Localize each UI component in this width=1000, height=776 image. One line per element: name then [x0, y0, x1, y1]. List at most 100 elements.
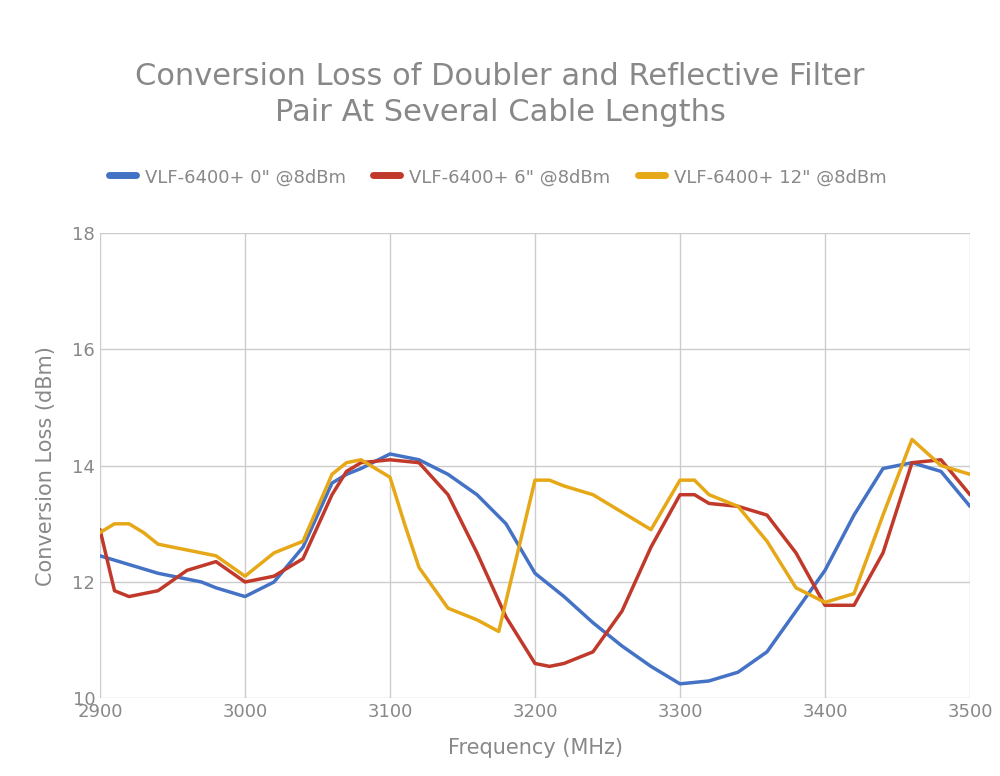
Y-axis label: Conversion Loss (dBm): Conversion Loss (dBm) [36, 345, 56, 586]
VLF-6400+ 12" @8dBm [587, 490, 599, 500]
VLF-6400+ 6" @8dBm [355, 458, 367, 467]
VLF-6400+ 12" @8dBm [877, 511, 889, 520]
VLF-6400+ 6" @8dBm [340, 466, 353, 476]
VLF-6400+ 12" @8dBm [616, 508, 628, 517]
VLF-6400+ 6" @8dBm [471, 548, 483, 557]
VLF-6400+ 6" @8dBm [703, 499, 715, 508]
VLF-6400+ 6" @8dBm [558, 659, 570, 668]
VLF-6400+ 12" @8dBm [732, 501, 744, 511]
VLF-6400+ 12" @8dBm [471, 615, 483, 625]
VLF-6400+ 0" @8dBm [123, 560, 135, 570]
VLF-6400+ 6" @8dBm [123, 592, 135, 601]
VLF-6400+ 12" @8dBm [340, 458, 353, 467]
VLF-6400+ 6" @8dBm [877, 548, 889, 557]
VLF-6400+ 12" @8dBm [442, 604, 454, 613]
VLF-6400+ 12" @8dBm [964, 469, 976, 479]
VLF-6400+ 12" @8dBm [181, 546, 193, 555]
VLF-6400+ 6" @8dBm [848, 601, 860, 610]
VLF-6400+ 0" @8dBm [964, 501, 976, 511]
VLF-6400+ 0" @8dBm [181, 574, 193, 584]
VLF-6400+ 0" @8dBm [297, 542, 309, 552]
VLF-6400+ 0" @8dBm [196, 577, 208, 587]
VLF-6400+ 6" @8dBm [529, 659, 541, 668]
VLF-6400+ 12" @8dBm [355, 456, 367, 465]
VLF-6400+ 12" @8dBm [906, 435, 918, 444]
VLF-6400+ 6" @8dBm [616, 607, 628, 616]
VLF-6400+ 12" @8dBm [384, 473, 396, 482]
VLF-6400+ 0" @8dBm [355, 464, 367, 473]
VLF-6400+ 0" @8dBm [616, 641, 628, 650]
VLF-6400+ 12" @8dBm [152, 539, 164, 549]
VLF-6400+ 12" @8dBm [108, 519, 121, 528]
VLF-6400+ 6" @8dBm [906, 458, 918, 467]
Line: VLF-6400+ 12" @8dBm: VLF-6400+ 12" @8dBm [100, 439, 970, 632]
VLF-6400+ 0" @8dBm [326, 478, 338, 488]
VLF-6400+ 12" @8dBm [529, 476, 541, 485]
VLF-6400+ 12" @8dBm [210, 551, 222, 560]
VLF-6400+ 6" @8dBm [544, 662, 556, 671]
VLF-6400+ 6" @8dBm [935, 456, 947, 465]
VLF-6400+ 6" @8dBm [688, 490, 700, 500]
VLF-6400+ 0" @8dBm [790, 607, 802, 616]
VLF-6400+ 12" @8dBm [544, 476, 556, 485]
VLF-6400+ 6" @8dBm [761, 511, 773, 520]
VLF-6400+ 12" @8dBm [94, 528, 106, 537]
VLF-6400+ 6" @8dBm [297, 554, 309, 563]
VLF-6400+ 6" @8dBm [413, 458, 425, 467]
VLF-6400+ 12" @8dBm [688, 476, 700, 485]
VLF-6400+ 6" @8dBm [964, 490, 976, 500]
VLF-6400+ 6" @8dBm [732, 501, 744, 511]
Text: Conversion Loss of Doubler and Reflective Filter
Pair At Several Cable Lengths: Conversion Loss of Doubler and Reflectiv… [135, 62, 865, 127]
X-axis label: Frequency (MHz): Frequency (MHz) [448, 738, 622, 758]
VLF-6400+ 6" @8dBm [384, 456, 396, 465]
VLF-6400+ 0" @8dBm [761, 647, 773, 656]
VLF-6400+ 6" @8dBm [210, 557, 222, 566]
VLF-6400+ 0" @8dBm [558, 592, 570, 601]
VLF-6400+ 0" @8dBm [732, 667, 744, 677]
VLF-6400+ 12" @8dBm [297, 537, 309, 546]
VLF-6400+ 6" @8dBm [152, 586, 164, 595]
VLF-6400+ 6" @8dBm [268, 572, 280, 581]
VLF-6400+ 12" @8dBm [703, 490, 715, 500]
VLF-6400+ 6" @8dBm [94, 525, 106, 534]
VLF-6400+ 0" @8dBm [442, 469, 454, 479]
VLF-6400+ 6" @8dBm [181, 566, 193, 575]
VLF-6400+ 0" @8dBm [645, 662, 657, 671]
VLF-6400+ 0" @8dBm [703, 676, 715, 686]
VLF-6400+ 0" @8dBm [94, 551, 106, 560]
VLF-6400+ 6" @8dBm [645, 542, 657, 552]
VLF-6400+ 6" @8dBm [819, 601, 831, 610]
VLF-6400+ 0" @8dBm [210, 584, 222, 593]
Line: VLF-6400+ 6" @8dBm: VLF-6400+ 6" @8dBm [100, 460, 970, 667]
VLF-6400+ 0" @8dBm [152, 569, 164, 578]
VLF-6400+ 0" @8dBm [239, 592, 251, 601]
VLF-6400+ 6" @8dBm [674, 490, 686, 500]
VLF-6400+ 12" @8dBm [268, 548, 280, 557]
VLF-6400+ 0" @8dBm [935, 466, 947, 476]
VLF-6400+ 12" @8dBm [819, 598, 831, 607]
VLF-6400+ 6" @8dBm [500, 612, 512, 622]
VLF-6400+ 0" @8dBm [848, 511, 860, 520]
VLF-6400+ 0" @8dBm [500, 519, 512, 528]
VLF-6400+ 0" @8dBm [877, 464, 889, 473]
VLF-6400+ 12" @8dBm [413, 563, 425, 572]
VLF-6400+ 6" @8dBm [239, 577, 251, 587]
VLF-6400+ 12" @8dBm [848, 589, 860, 598]
VLF-6400+ 12" @8dBm [790, 584, 802, 593]
VLF-6400+ 12" @8dBm [493, 627, 505, 636]
VLF-6400+ 6" @8dBm [587, 647, 599, 656]
VLF-6400+ 0" @8dBm [471, 490, 483, 500]
VLF-6400+ 12" @8dBm [558, 481, 570, 490]
VLF-6400+ 6" @8dBm [108, 586, 121, 595]
VLF-6400+ 0" @8dBm [529, 569, 541, 578]
VLF-6400+ 12" @8dBm [326, 469, 338, 479]
Line: VLF-6400+ 0" @8dBm: VLF-6400+ 0" @8dBm [100, 454, 970, 684]
Legend: VLF-6400+ 0" @8dBm, VLF-6400+ 6" @8dBm, VLF-6400+ 12" @8dBm: VLF-6400+ 0" @8dBm, VLF-6400+ 6" @8dBm, … [109, 168, 886, 186]
VLF-6400+ 0" @8dBm [340, 469, 353, 479]
VLF-6400+ 12" @8dBm [674, 476, 686, 485]
VLF-6400+ 6" @8dBm [790, 548, 802, 557]
VLF-6400+ 12" @8dBm [645, 525, 657, 534]
VLF-6400+ 12" @8dBm [761, 537, 773, 546]
VLF-6400+ 0" @8dBm [413, 456, 425, 465]
VLF-6400+ 0" @8dBm [384, 449, 396, 459]
